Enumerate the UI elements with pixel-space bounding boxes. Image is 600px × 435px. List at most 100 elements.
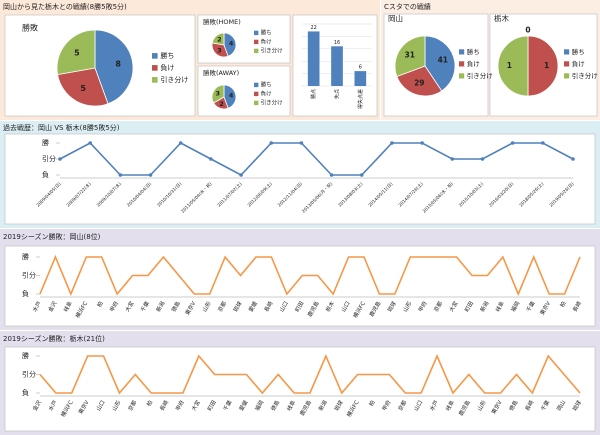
panel-title: Cスタでの戦績 — [384, 2, 431, 11]
legend-label: 引き分け — [467, 71, 493, 80]
line — [39, 353, 581, 395]
legend-swatch — [564, 61, 570, 67]
pie-slice — [211, 42, 229, 58]
legend-swatch — [254, 48, 259, 54]
marker — [178, 141, 183, 145]
marker — [299, 141, 304, 145]
marker — [420, 141, 424, 145]
data-label: 3 — [215, 89, 220, 97]
legend-swatch — [152, 65, 158, 71]
legend-swatch — [564, 49, 570, 55]
legend-swatch — [459, 61, 465, 67]
y-tick-label: 引分 — [22, 370, 36, 379]
x-tick-label: 柏 — [367, 399, 377, 408]
legend-label: 引き分け — [572, 71, 598, 80]
marker — [571, 157, 575, 161]
data-label: 0 — [525, 26, 530, 35]
y-tick-label: 勝 — [42, 138, 49, 147]
x-tick-label: 町田 — [206, 399, 218, 412]
x-tick-label: 柏 — [558, 300, 568, 309]
legend-label: 負け — [261, 90, 273, 98]
pie-slice — [94, 29, 134, 105]
pie-slice — [223, 32, 237, 57]
y-tick-label: 負 — [22, 289, 29, 298]
pie-slice — [394, 35, 426, 78]
legend-label: 負け — [467, 59, 480, 68]
bar — [307, 31, 320, 86]
y-tick-label: 引分 — [42, 154, 56, 163]
pie-title: 栃木 — [494, 13, 509, 23]
data-label: 6 — [359, 65, 362, 71]
line — [59, 142, 574, 176]
pie-slice — [527, 35, 559, 97]
legend-swatch — [254, 30, 259, 36]
marker — [269, 141, 274, 145]
legend-label: 負け — [261, 38, 273, 46]
x-tick-label: 失点 — [334, 89, 341, 99]
marker — [359, 173, 364, 177]
legend-label: 負け — [160, 63, 174, 72]
panel-title: 2019シーズン勝敗：栃木(21位) — [3, 334, 105, 343]
legend-label: 勝ち — [160, 51, 174, 60]
y-tick-label: 勝 — [22, 351, 29, 360]
marker — [209, 157, 213, 161]
legend-label: 引き分け — [160, 75, 188, 84]
x-tick-label: 得失点差 — [357, 89, 364, 109]
legend-label: 引き分け — [261, 99, 284, 107]
data-label: 4 — [229, 40, 234, 48]
panel-title: 岡山から見た栃木との戦績(8勝5敗5分) — [3, 2, 127, 11]
data-label: 2 — [219, 100, 224, 108]
legend-swatch — [459, 49, 465, 55]
marker — [390, 141, 394, 145]
data-label: 8 — [115, 59, 121, 68]
marker — [329, 173, 334, 177]
marker — [118, 173, 123, 177]
panel-title: 過去戦歴：岡山 VS 栃木(8勝5敗5分) — [3, 123, 120, 132]
data-label: 41 — [438, 56, 448, 65]
y-tick-label: 引分 — [22, 271, 36, 280]
data-label: 16 — [334, 40, 340, 46]
y-tick-label: 負 — [22, 388, 29, 397]
marker — [148, 173, 153, 177]
pie-slice — [424, 35, 456, 92]
pie-slice — [57, 67, 109, 107]
legend-swatch — [564, 73, 570, 79]
legend-label: 勝ち — [467, 47, 480, 56]
y-tick-label: 負 — [42, 170, 49, 179]
marker — [541, 141, 545, 145]
x-tick-label: 町田 — [463, 300, 475, 313]
legend-swatch — [152, 53, 158, 59]
marker — [239, 173, 243, 177]
x-tick-label: 勝点 — [310, 89, 317, 99]
pie-title: 岡山 — [388, 13, 403, 23]
legend-swatch — [254, 100, 259, 106]
data-label: 1 — [544, 61, 549, 70]
legend-label: 勝ち — [261, 81, 272, 89]
x-tick-label: 柏 — [95, 300, 105, 309]
pie-title: 勝敗(AWAY) — [203, 68, 239, 77]
chart-box — [4, 133, 596, 225]
legend-label: 引き分け — [261, 47, 284, 55]
data-label: 5 — [80, 84, 86, 93]
legend-label: 勝ち — [572, 47, 585, 56]
y-tick-label: 勝 — [22, 252, 29, 261]
data-label: 2 — [217, 35, 222, 43]
marker — [450, 157, 455, 161]
legend-label: 負け — [572, 59, 585, 68]
pie-slice — [56, 29, 96, 76]
bar — [331, 46, 343, 86]
panel-title: 2019シーズン勝敗：岡山(8位) — [3, 232, 101, 241]
pie-slice — [211, 84, 225, 104]
data-label: 4 — [229, 92, 234, 100]
marker — [88, 141, 92, 145]
pie-title: 勝敗(HOME) — [203, 17, 241, 26]
pie-slice — [211, 32, 225, 46]
bar — [354, 71, 367, 86]
x-tick-label: 柏 — [145, 399, 155, 408]
data-label: 3 — [217, 47, 222, 55]
marker — [510, 141, 515, 145]
pie-title: 勝敗 — [22, 23, 38, 33]
legend-swatch — [459, 73, 465, 79]
data-label: 22 — [310, 25, 316, 31]
